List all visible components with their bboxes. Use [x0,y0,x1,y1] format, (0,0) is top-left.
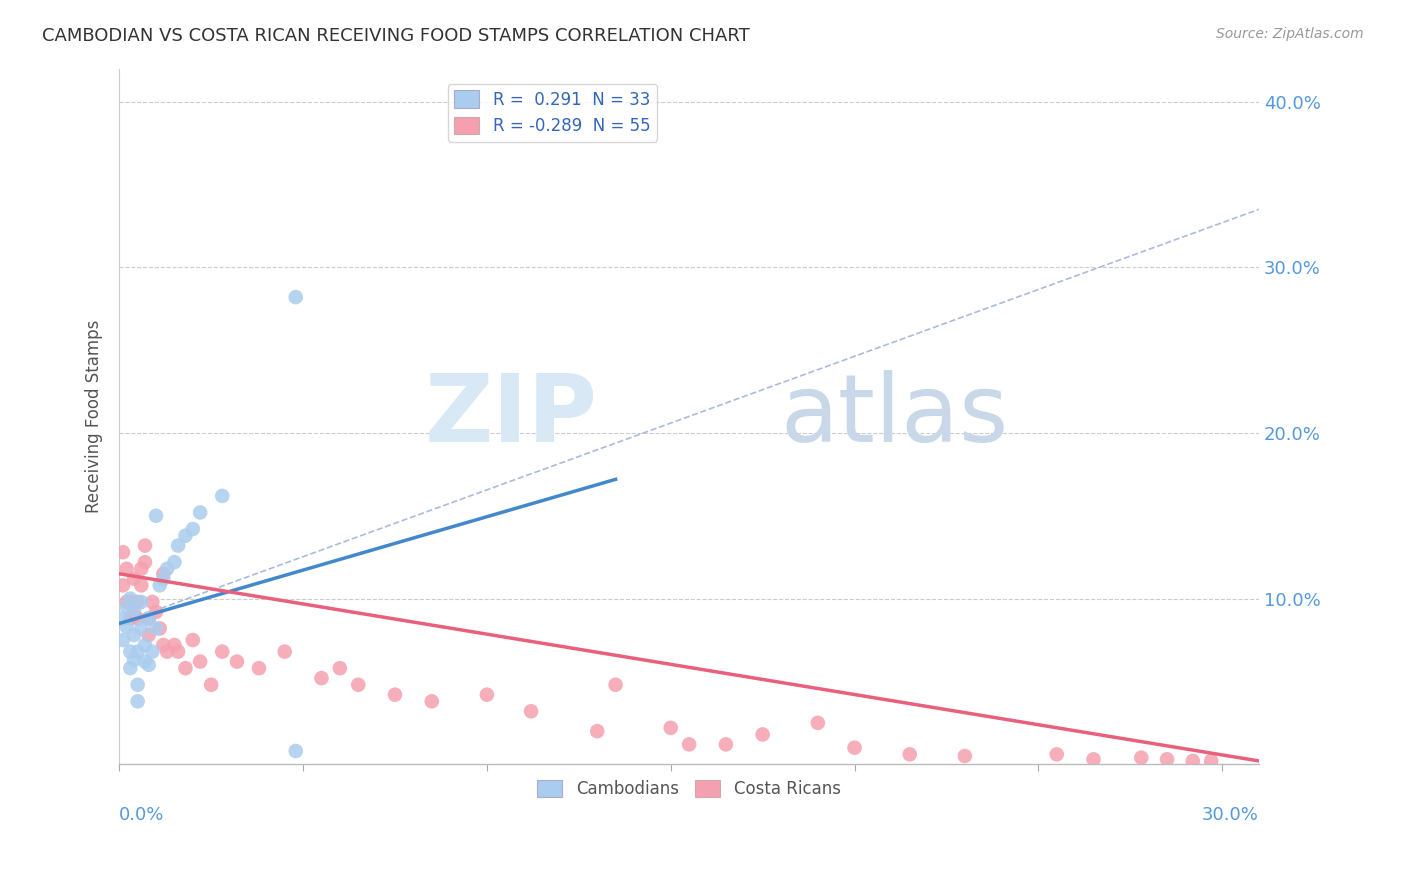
Point [163,638,186,652]
Point [122,603,145,617]
Point [1156,752,1178,766]
Point [127,645,149,659]
Point [131,562,153,576]
Point [131,595,153,609]
Point [156,562,179,576]
Point [420,694,443,708]
Point [152,572,174,586]
Point [134,638,156,652]
Point [127,611,149,625]
Point [120,645,142,659]
Point [174,529,197,543]
Point [586,724,609,739]
Point [131,622,153,636]
Point [284,744,307,758]
Point [145,622,167,636]
Point [1130,750,1153,764]
Point [111,633,134,648]
Point [120,661,142,675]
Point [115,562,138,576]
Point [678,738,700,752]
Point [145,605,167,619]
Point [174,661,197,675]
Point [120,611,142,625]
Point [659,721,682,735]
Point [138,657,160,672]
Point [138,611,160,625]
Text: ZIP: ZIP [425,370,598,462]
Point [807,715,830,730]
Point [127,678,149,692]
Point [127,694,149,708]
Point [115,620,138,634]
Point [115,595,138,609]
Point [605,678,627,692]
Point [167,645,190,659]
Point [138,611,160,625]
Text: 0.0%: 0.0% [120,806,165,824]
Point [167,539,190,553]
Point [714,738,737,752]
Point [115,599,138,614]
Point [188,506,211,520]
Point [898,747,921,762]
Point [211,645,233,659]
Point [1199,754,1222,768]
Point [475,688,498,702]
Point [200,678,222,692]
Point [226,655,249,669]
Text: atlas: atlas [780,370,1008,462]
Point [152,566,174,581]
Point [844,740,866,755]
Point [111,578,134,592]
Point [149,578,172,592]
Point [188,655,211,669]
Point [141,595,163,609]
Point [156,645,179,659]
Point [138,628,160,642]
Point [953,749,976,764]
Point [181,522,204,536]
Point [347,678,370,692]
Point [134,539,156,553]
Point [1083,752,1105,766]
Point [122,608,145,623]
Point [1181,754,1204,768]
Text: 30.0%: 30.0% [1202,806,1258,824]
Point [751,727,773,741]
Point [120,591,142,606]
Point [122,628,145,642]
Text: Source: ZipAtlas.com: Source: ZipAtlas.com [1216,27,1364,41]
Point [384,688,406,702]
Point [247,661,270,675]
Point [284,290,307,304]
Point [311,671,333,685]
Point [145,508,167,523]
Point [152,638,174,652]
Point [111,611,134,625]
Point [134,555,156,569]
Point [127,595,149,609]
Point [211,489,233,503]
Point [520,704,543,718]
Point [120,595,142,609]
Point [141,645,163,659]
Point [1046,747,1069,762]
Point [181,633,204,648]
Point [131,578,153,592]
Text: CAMBODIAN VS COSTA RICAN RECEIVING FOOD STAMPS CORRELATION CHART: CAMBODIAN VS COSTA RICAN RECEIVING FOOD … [42,27,749,45]
Point [163,555,186,569]
Legend: Cambodians, Costa Ricans: Cambodians, Costa Ricans [531,773,848,805]
Point [149,622,172,636]
Point [111,545,134,559]
Point [329,661,352,675]
Point [122,572,145,586]
Point [273,645,295,659]
Point [134,655,156,669]
Y-axis label: Receiving Food Stamps: Receiving Food Stamps [86,319,103,513]
Point [122,653,145,667]
